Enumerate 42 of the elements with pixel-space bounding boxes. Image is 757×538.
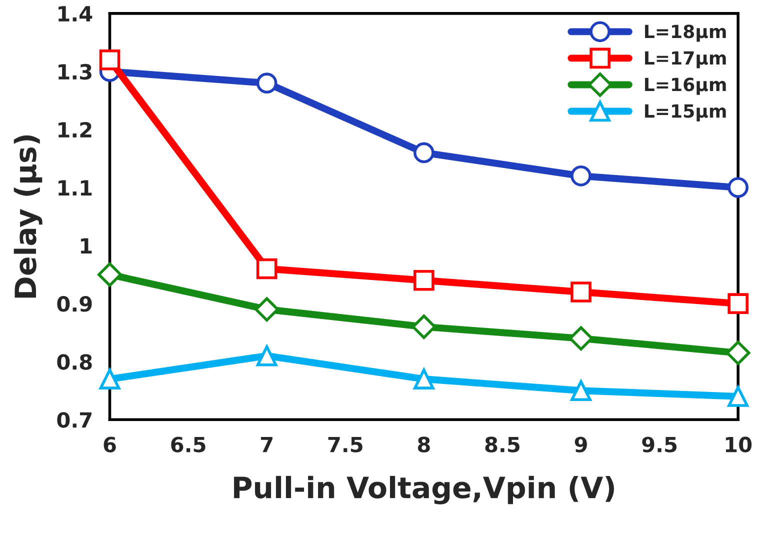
x-tick-label: 6.5 [171,436,206,452]
point [254,297,280,322]
point [256,345,278,366]
point [99,368,120,390]
x-tick-label: 7 [260,436,272,452]
y-tick-label: 1.4 [58,6,92,22]
point [414,142,434,164]
x-tick-label: 9.5 [642,436,677,452]
legend-label: L=18µm [645,24,726,42]
y-axis-title: Delay (µs) [14,135,42,298]
point [726,340,750,366]
x-tick-label: 7.5 [328,436,362,452]
point [98,262,122,287]
x-axis-title: Pull-in Voltage,Vpin (V) [234,476,614,504]
y-tick-label: 0.7 [57,412,92,428]
y-tick-label: 1.2 [58,122,92,138]
point [412,314,436,339]
point [728,293,748,314]
point [570,166,592,186]
legend-label: L=17µm [645,51,726,68]
point [568,326,594,351]
point [99,49,120,70]
point [570,282,592,302]
x-tick-label: 8.5 [485,436,520,452]
x-tick-label: 8 [418,436,430,452]
y-tick-label: 1 [80,238,92,254]
x-tick-label: 10 [726,436,752,452]
point [570,380,592,402]
y-tick-label: 1.3 [58,64,92,80]
legend-label: L=16µm [645,78,726,95]
point [256,72,278,94]
y-tick-label: 0.8 [57,354,92,370]
x-tick-label: 9 [574,436,587,452]
y-tick-label: 0.9 [57,296,92,312]
legend-label: L=15µm [645,104,726,122]
point [256,258,278,280]
point [728,177,748,198]
y-tick-label: 1.1 [58,180,92,196]
point [728,386,748,407]
point [414,368,434,390]
x-tick-label: 6 [104,436,116,452]
point [414,270,434,291]
